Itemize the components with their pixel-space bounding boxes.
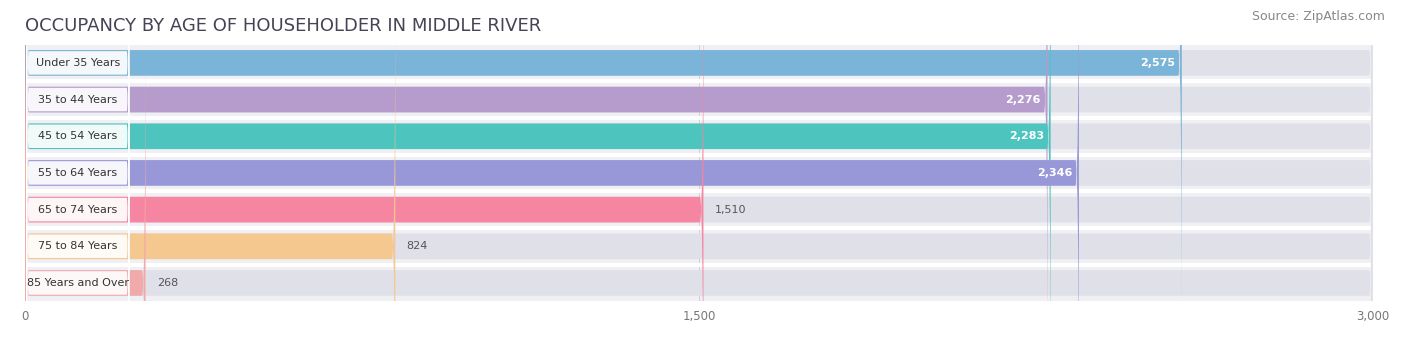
FancyBboxPatch shape <box>25 118 1372 155</box>
Text: 1,510: 1,510 <box>714 205 747 215</box>
FancyBboxPatch shape <box>27 1 129 340</box>
FancyBboxPatch shape <box>25 228 1372 265</box>
Text: 65 to 74 Years: 65 to 74 Years <box>38 205 117 215</box>
FancyBboxPatch shape <box>25 45 1372 81</box>
FancyBboxPatch shape <box>25 2 1372 340</box>
Text: 268: 268 <box>157 278 179 288</box>
FancyBboxPatch shape <box>27 75 129 340</box>
FancyBboxPatch shape <box>25 0 1372 340</box>
Text: Source: ZipAtlas.com: Source: ZipAtlas.com <box>1251 10 1385 23</box>
Text: 2,283: 2,283 <box>1008 131 1043 141</box>
Text: 85 Years and Over: 85 Years and Over <box>27 278 129 288</box>
FancyBboxPatch shape <box>25 0 1372 340</box>
FancyBboxPatch shape <box>27 0 129 308</box>
FancyBboxPatch shape <box>25 191 1372 228</box>
FancyBboxPatch shape <box>25 0 1372 340</box>
Text: 824: 824 <box>406 241 427 251</box>
Text: 2,276: 2,276 <box>1005 95 1040 105</box>
Text: 45 to 54 Years: 45 to 54 Years <box>38 131 117 141</box>
FancyBboxPatch shape <box>25 0 1372 340</box>
FancyBboxPatch shape <box>25 0 1372 340</box>
FancyBboxPatch shape <box>25 0 1078 340</box>
Text: OCCUPANCY BY AGE OF HOUSEHOLDER IN MIDDLE RIVER: OCCUPANCY BY AGE OF HOUSEHOLDER IN MIDDL… <box>25 17 541 35</box>
FancyBboxPatch shape <box>27 0 129 271</box>
Text: 2,346: 2,346 <box>1036 168 1073 178</box>
FancyBboxPatch shape <box>25 0 1050 340</box>
FancyBboxPatch shape <box>25 265 1372 301</box>
FancyBboxPatch shape <box>25 155 1372 191</box>
FancyBboxPatch shape <box>25 0 1372 340</box>
Text: 75 to 84 Years: 75 to 84 Years <box>38 241 118 251</box>
Text: 2,575: 2,575 <box>1140 58 1175 68</box>
FancyBboxPatch shape <box>27 0 129 340</box>
FancyBboxPatch shape <box>27 0 129 340</box>
FancyBboxPatch shape <box>25 0 395 340</box>
FancyBboxPatch shape <box>27 38 129 340</box>
Text: Under 35 Years: Under 35 Years <box>35 58 120 68</box>
FancyBboxPatch shape <box>25 0 1182 340</box>
Text: 55 to 64 Years: 55 to 64 Years <box>38 168 117 178</box>
FancyBboxPatch shape <box>25 2 146 340</box>
Text: 35 to 44 Years: 35 to 44 Years <box>38 95 117 105</box>
FancyBboxPatch shape <box>25 81 1372 118</box>
FancyBboxPatch shape <box>25 0 1047 340</box>
FancyBboxPatch shape <box>25 0 703 340</box>
